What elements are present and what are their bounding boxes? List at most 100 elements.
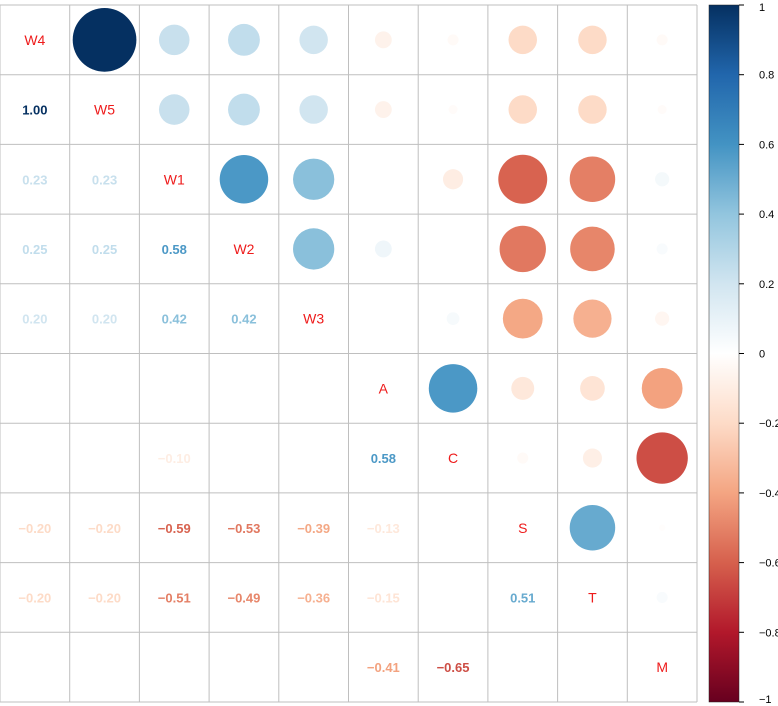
circle-W1-W2 (219, 154, 269, 204)
cell-M-W1 (139, 632, 210, 702)
colorbar-tick-label: −1 (759, 694, 772, 706)
cell-A-W3 (278, 353, 349, 424)
cell-W3-W1 (139, 283, 210, 354)
cell-W2-W5 (69, 214, 140, 284)
circle-A-T (580, 376, 605, 401)
circle-W3-M (655, 311, 670, 326)
diag-label-S: S (518, 520, 527, 536)
cell-S-A (348, 492, 419, 563)
cell-T-W5 (69, 562, 140, 633)
cell-S-W2 (209, 492, 279, 563)
circle-W4-W5 (72, 7, 137, 72)
cell-C-W2 (209, 423, 279, 493)
cell-T-C (418, 562, 488, 633)
circle-W5-W1 (158, 94, 190, 125)
circle-W4-C (447, 34, 459, 46)
circle-W5-S (508, 95, 537, 124)
circle-W4-W1 (158, 24, 190, 56)
cell-T-W2 (209, 562, 279, 633)
cell-W1-A (348, 144, 419, 215)
coef-T-S: 0.51 (510, 590, 535, 605)
circle-W1-M (655, 172, 670, 187)
coef-W1-W4: 0.23 (22, 172, 47, 187)
circle-W2-A (374, 240, 392, 258)
circle-W5-A (374, 101, 392, 118)
circle-W5-W2 (228, 93, 260, 126)
cell-W2-C (418, 214, 488, 284)
colorbar-tick-label: 1 (759, 2, 765, 14)
coef-S-W5: −0.20 (88, 521, 121, 536)
cell-M-W4 (0, 632, 70, 702)
circle-W5-C (448, 105, 458, 115)
coef-C-W1: −0.10 (158, 451, 191, 466)
circle-W3-T (573, 299, 612, 338)
cell-C-W3 (278, 423, 349, 493)
cell-T-A (348, 562, 419, 633)
cell-M-T (557, 632, 628, 702)
coef-S-A: −0.13 (367, 521, 400, 536)
circle-W1-T (569, 156, 616, 202)
coef-W5-W4: 1.00 (22, 103, 47, 118)
cell-A-W1 (139, 353, 210, 424)
coef-W3-W2: 0.42 (231, 312, 256, 327)
cell-A-W4 (0, 353, 70, 424)
cell-W3-A (348, 283, 419, 354)
circle-W2-W3 (293, 228, 335, 270)
coef-S-W1: −0.59 (158, 521, 191, 536)
cell-S-W1 (139, 492, 210, 563)
cell-W5-W4 (0, 74, 70, 145)
colorbar-tick-label: 0.6 (759, 139, 774, 151)
coef-T-W3: −0.36 (297, 590, 330, 605)
coef-M-C: −0.65 (437, 660, 470, 675)
diag-label-W4: W4 (24, 32, 45, 48)
cell-W2-W1 (139, 214, 210, 284)
cell-M-A (348, 632, 419, 702)
circle-W4-S (508, 25, 537, 55)
colorbar-tick-label: −0.4 (759, 488, 778, 500)
diag-label-W5: W5 (94, 102, 115, 118)
colorbar-tick-label: −0.6 (759, 558, 778, 570)
cell-C-W1 (139, 423, 210, 493)
circle-W1-C (442, 169, 464, 190)
cell-C-C (418, 423, 488, 493)
colorbar-ticks: 1 0.8 0.6 0.4 0.2 0 −0.2 −0.4 −0.6 −0.8 −1 (739, 2, 778, 706)
coef-S-W2: −0.53 (227, 521, 260, 536)
cell-W1-W4 (0, 144, 70, 215)
colorbar-tick-label: 0 (759, 349, 765, 361)
cell-S-W5 (69, 492, 140, 563)
cell-M-W3 (278, 632, 349, 702)
diag-label-A: A (379, 380, 389, 396)
cell-A-W2 (209, 353, 279, 424)
cell-A-W5 (69, 353, 140, 424)
cell-T-S (487, 562, 558, 633)
circle-C-M (636, 432, 688, 484)
cell-C-W5 (69, 423, 140, 493)
cell-W3-W3 (278, 283, 349, 354)
circle-W1-S (498, 154, 548, 204)
cell-M-S (487, 632, 558, 702)
cell-S-C (418, 492, 488, 563)
diag-label-W2: W2 (233, 241, 254, 257)
coef-T-W5: −0.20 (88, 590, 121, 605)
cell-W1-W1 (139, 144, 210, 215)
cell-M-W2 (209, 632, 279, 702)
circle-T-M (656, 591, 668, 603)
coef-T-A: −0.15 (367, 590, 400, 605)
diag-label-C: C (448, 450, 458, 466)
coef-C-A: 0.58 (371, 451, 396, 466)
colorbar-tick-label: −0.8 (759, 627, 778, 639)
coef-W3-W5: 0.20 (92, 312, 117, 327)
coef-M-A: −0.41 (367, 660, 400, 675)
circle-W4-M (656, 34, 668, 46)
cell-S-W3 (278, 492, 349, 563)
circle-S-T (569, 505, 616, 551)
circle-A-C (428, 364, 478, 413)
coef-W2-W1: 0.58 (162, 242, 187, 257)
diag-label-W3: W3 (303, 311, 324, 327)
circle-W5-M (657, 105, 667, 115)
coef-T-W2: −0.49 (227, 590, 260, 605)
cell-W4-W4 (0, 5, 70, 75)
cell-M-W5 (69, 632, 140, 702)
coef-S-W4: −0.20 (18, 521, 51, 536)
